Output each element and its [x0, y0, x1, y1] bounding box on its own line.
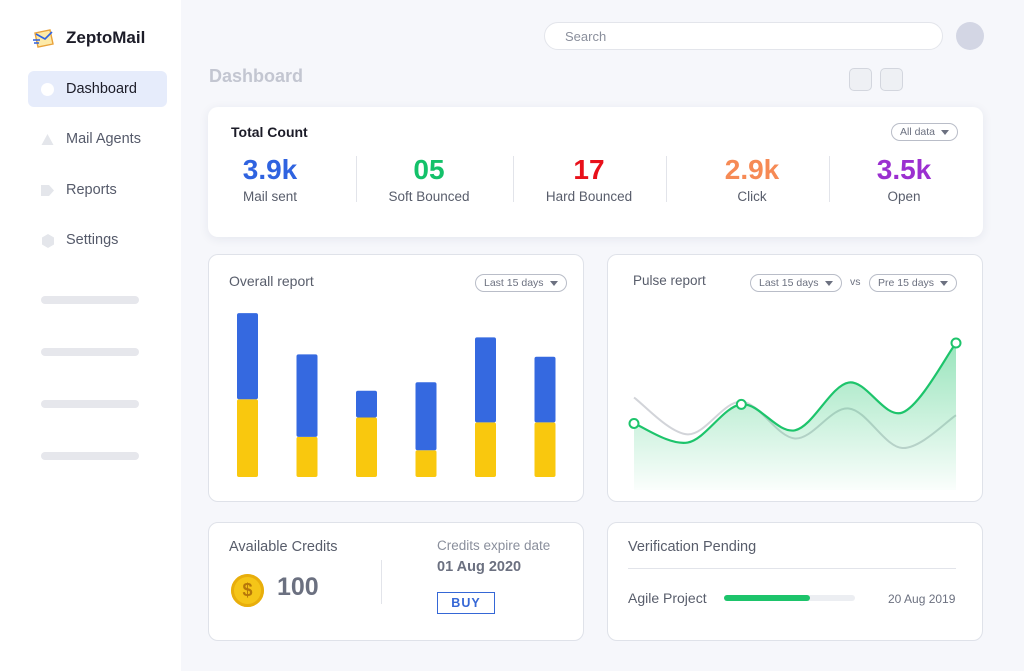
sidebar-item-label: Settings — [66, 232, 119, 248]
total-count-card — [208, 107, 983, 237]
bar-segment — [237, 399, 258, 477]
pulse-current-filter-dropdown[interactable]: Last 15 days — [750, 274, 842, 292]
stat-value: 05 — [413, 154, 445, 185]
overall-report-title: Overall report — [229, 273, 314, 289]
overall-report-card — [208, 254, 584, 502]
settings-icon — [41, 233, 54, 248]
verification-progress-bar — [724, 595, 855, 601]
bar-segment — [475, 422, 496, 477]
current-period-area — [634, 343, 956, 490]
chevron-down-icon — [549, 280, 558, 286]
sidebar-item-label: Mail Agents — [66, 131, 141, 147]
divider — [829, 156, 830, 202]
sidebar-placeholder — [41, 400, 139, 408]
data-point — [950, 337, 962, 349]
total-count-filter-dropdown[interactable]: All data — [891, 123, 959, 141]
overall-report-bar-chart — [237, 313, 556, 477]
stat-hard-bounced: 17 Hard Bounced — [514, 153, 664, 204]
coin-dollar-icon: $ — [231, 574, 264, 607]
bar-segment — [415, 450, 437, 477]
sidebar-item-label: Dashboard — [66, 81, 137, 97]
bar-segment — [237, 313, 258, 400]
header-action-button[interactable] — [849, 68, 872, 91]
sidebar-placeholder — [41, 348, 139, 356]
credits-expire-date: 01 Aug 2020 — [437, 559, 522, 575]
bar-segment — [475, 337, 496, 423]
chevron-down-icon — [824, 280, 833, 286]
credits-amount: 100 — [277, 573, 319, 601]
stat-value: 3.9k — [242, 154, 298, 185]
filter-label: Pre 15 days — [878, 277, 935, 289]
stat-value: 2.9k — [724, 154, 780, 185]
sidebar-item-dashboard[interactable]: Dashboard — [28, 71, 167, 107]
bar-segment — [296, 354, 318, 437]
sidebar-item-settings[interactable]: Settings — [28, 222, 167, 258]
chevron-down-icon — [940, 280, 949, 286]
dashboard-icon — [41, 82, 54, 96]
sidebar-item-reports[interactable]: Reports — [28, 172, 167, 208]
verification-title: Verification Pending — [628, 539, 757, 555]
bar-segment — [415, 382, 437, 451]
avatar[interactable] — [956, 22, 984, 50]
vs-label: vs — [850, 276, 861, 288]
bar-segment — [356, 390, 377, 418]
stat-mail-sent: 3.9k Mail sent — [195, 153, 345, 204]
stat-open: 3.5k Open — [829, 153, 979, 204]
verification-date: 20 Aug 2019 — [888, 592, 956, 606]
data-point — [628, 417, 640, 429]
bar-segment — [534, 356, 556, 423]
bar-segment — [356, 417, 377, 477]
stat-label: Open — [887, 189, 921, 204]
stat-value: 17 — [573, 154, 605, 185]
pulse-previous-filter-dropdown[interactable]: Pre 15 days — [869, 274, 958, 292]
divider — [666, 156, 667, 202]
credits-expire-label: Credits expire date — [437, 538, 551, 553]
divider — [513, 156, 514, 202]
stat-soft-bounced: 05 Soft Bounced — [354, 153, 504, 204]
app-logo[interactable]: ZeptoMail — [32, 26, 145, 50]
chevron-down-icon — [941, 129, 950, 135]
filter-label: All data — [900, 126, 936, 138]
reports-icon — [41, 184, 54, 197]
buy-button[interactable]: BUY — [437, 592, 495, 614]
divider — [381, 560, 382, 604]
pulse-report-line-chart — [628, 337, 962, 490]
sidebar: ZeptoMail Dashboard Mail Agents Reports … — [0, 0, 181, 671]
total-count-title: Total Count — [231, 124, 308, 140]
stat-value: 3.5k — [876, 154, 932, 185]
zeptomail-logo-icon — [33, 29, 54, 48]
filter-label: Last 15 days — [484, 277, 544, 289]
app-name: ZeptoMail — [66, 28, 146, 47]
credits-title: Available Credits — [229, 539, 338, 555]
search-input[interactable] — [544, 22, 943, 50]
sidebar-item-label: Reports — [66, 182, 117, 198]
divider — [356, 156, 357, 202]
bar-segment — [534, 422, 556, 477]
mail-agents-icon — [41, 133, 54, 146]
sidebar-item-mail-agents[interactable]: Mail Agents — [28, 121, 167, 157]
pulse-report-title: Pulse report — [633, 273, 706, 288]
filter-label: Last 15 days — [759, 277, 819, 289]
divider — [628, 568, 956, 569]
verification-progress-fill — [724, 595, 811, 601]
stat-label: Soft Bounced — [388, 189, 470, 204]
verification-pending-card — [607, 522, 983, 641]
available-credits-card — [208, 522, 584, 641]
stat-label: Hard Bounced — [545, 189, 633, 204]
current-period-line — [633, 342, 957, 444]
sidebar-placeholder — [41, 452, 139, 460]
stat-label: Click — [737, 189, 767, 204]
header-action-button[interactable] — [880, 68, 903, 91]
bar-segment — [296, 436, 318, 477]
sidebar-placeholder — [41, 296, 139, 304]
data-point — [735, 398, 747, 410]
verification-project-name: Agile Project — [628, 590, 707, 606]
stat-label: Mail sent — [242, 189, 298, 204]
page-title: Dashboard — [209, 66, 304, 86]
overall-report-filter-dropdown[interactable]: Last 15 days — [475, 274, 567, 292]
stat-click: 2.9k Click — [677, 153, 827, 204]
